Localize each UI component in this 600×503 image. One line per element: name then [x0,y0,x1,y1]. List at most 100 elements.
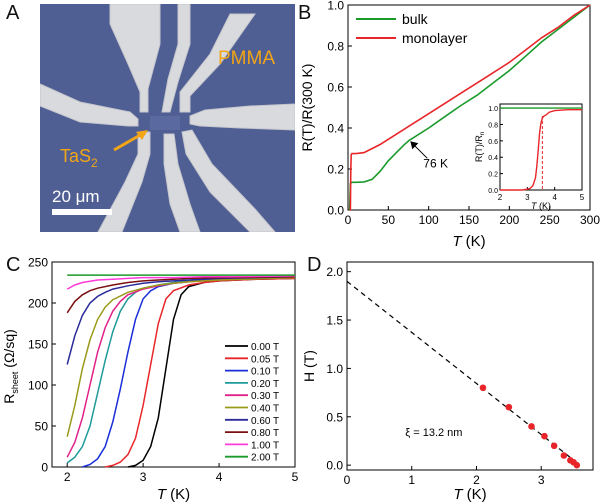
chart-b-x-tick-label: 250 [540,213,560,227]
chart-d-point [560,452,568,459]
tas2-flake [150,116,180,130]
chart-d-y-label: H (T) [301,350,317,382]
chart-b: 0 50 100 150 200 250 300 0.0 0.2 0.4 0.6 0.8 1.0 bulk… [299,0,600,250]
inset-x-tick-label: 4 [552,193,557,202]
pmma-label: PMMA [218,48,275,69]
inset-frame [499,103,583,191]
chart-d-point [505,403,513,411]
chart-c-x-tick-label: 3 [140,470,147,484]
chart-c-x-tick-label: 5 [292,470,299,484]
tas2-arrow [113,132,143,152]
chart-c-x-tick-label: 4 [216,470,223,484]
chart-d-point [541,432,548,440]
chart-d-y-tick-label: 2.0 [326,265,343,279]
chart-c-x-label: T (K) [157,486,190,503]
chart-d-point [550,442,558,450]
chart-b-x-tick-label: 150 [459,213,479,227]
chart-c-series-005T [105,277,296,468]
chart-b-x-label: T (K) [452,233,485,250]
chart-b-x-tick-label: 200 [499,213,519,227]
electrode-left [40,83,139,127]
panel-letter-c: C [6,254,21,276]
chart-d-point [528,423,535,430]
chart-b-x-tick-label: 300 [580,213,600,227]
inset-series-1 [500,109,582,191]
tas2-label: TaS2 [60,146,98,170]
chart-b-x-tick-label: 100 [419,213,439,227]
electrode-right [189,103,295,131]
chart-d-x-label: T (K) [453,486,486,503]
chart-d-point [479,384,487,392]
chart-d: 0 1 2 3 0.0 0.5 1.0 1.5 2.0 ξ = 13.2 nm T (K) H (T) [301,261,594,503]
chart-c-legend-label: 0.80 T [251,428,279,439]
chart-c-y-tick-label: 150 [28,338,48,352]
chart-b-legend-label: monolayer [402,30,468,46]
chart-b-x-tick-label: 0 [345,213,352,227]
chart-c-legend-label: 0.40 T [251,404,279,415]
chart-c-series-080T [66,276,296,314]
chart-c-plot-frame [51,261,296,468]
chart-b-y-tick-label: 0.2 [327,163,344,177]
electrode-top-right [179,13,256,113]
inset-y-tick-label: 0.6 [488,139,498,146]
chart-b-annotation-arrowhead [410,141,419,150]
inset-x-label: T (K) [531,201,551,211]
chart-b-series-monolayer [349,4,591,211]
chart-c-legend-label: 0.60 T [251,416,279,427]
chart-c-legend-label: 1.00 T [251,440,279,451]
panel-letter-d: D [307,254,322,276]
electrode-bottom-center [163,133,201,232]
chart-b-y-tick-label: 1.0 [327,0,344,13]
scale-bar [52,209,112,215]
chart-c-legend-label: 0.05 T [251,354,279,365]
chart-d-y-tick-label: 1.0 [326,362,343,376]
chart-c-legend-label: 0.00 T [251,342,279,353]
chart-d-annotation: ξ = 13.2 nm [405,427,462,439]
chart-c-y-tick-label: 100 [28,379,48,393]
inset-y-tick-label: 0.8 [488,122,498,129]
chart-b-y-tick-label: 0.0 [327,204,344,218]
chart-c-y-tick-label: 50 [35,420,49,434]
chart-d-x-tick-label: 3 [538,473,545,487]
chart-c-legend-label: 0.30 T [251,391,279,402]
chart-b-y-tick-label: 0.8 [327,40,344,54]
chart-c-y-tick-label: 0 [41,461,48,475]
chart-d-x-tick-label: 1 [408,473,415,487]
inset-y-tick-label: 1.0 [488,106,498,113]
tas2-arrow-head [136,130,148,140]
inset-x-tick-label: 2 [498,193,503,202]
chart-b-series-bulk [348,4,591,211]
inset-y-tick-label: 0.4 [488,155,498,162]
scale-bar-label: 20 μm [52,187,100,206]
chart-d-y-tick-label: 0.0 [326,459,343,473]
chart-d-plot-frame [346,261,594,471]
electrode-top-center [161,4,191,113]
chart-d-y-tick-label: 0.5 [326,410,343,424]
chart-b-y-tick-label: 0.6 [327,81,344,95]
inset-x-tick-label: 5 [580,193,585,202]
chart-b-annotation: 76 K [423,156,448,170]
chart-c-y-tick-label: 250 [28,256,48,270]
chart-c-series-100T [66,275,296,290]
inset-y-label: R(T)/Rn [474,132,486,162]
panel-letter-a: A [6,2,20,24]
chart-d-x-tick-label: 0 [344,473,351,487]
chart-b-legend-label: bulk [402,11,429,27]
chart-c-legend-label: 0.10 T [251,367,279,378]
inset-y-tick-label: 0.0 [488,188,498,195]
chart-c-series-020T [66,276,296,464]
electrodes [40,4,295,232]
chart-d-point [573,461,581,469]
chart-d-y-tick-label: 1.5 [326,314,343,328]
chart-c-series-040T [66,276,296,437]
chart-c-legend-label: 0.20 T [251,379,279,390]
chart-b-y-tick-label: 0.4 [327,122,344,136]
chart-b-y-label: R(T)/R(300 K) [299,64,315,152]
electrode-top-left [109,4,161,113]
panel-letter-b: B [298,2,312,24]
chart-d-fit-line [346,280,581,466]
chart-d-x-tick-label: 2 [473,473,480,487]
chart-c-y-tick-label: 200 [28,297,48,311]
chart-c-x-tick-label: 2 [64,470,71,484]
electrode-bottom-right [181,129,276,232]
